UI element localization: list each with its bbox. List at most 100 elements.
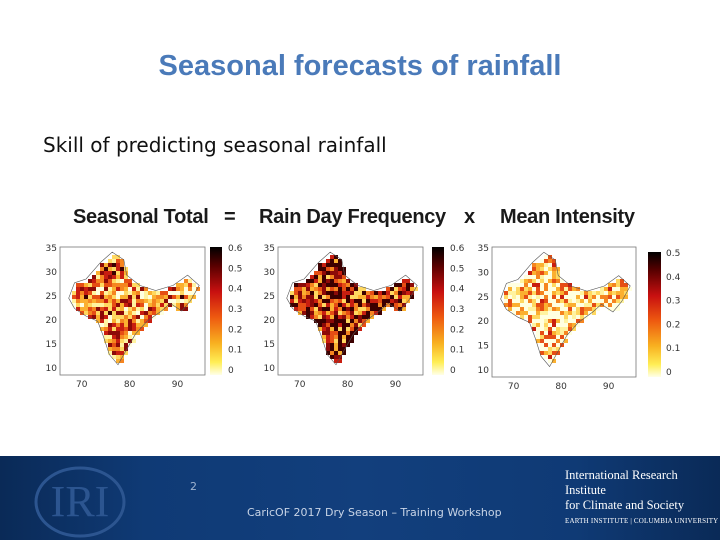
heatmap-cell [512, 291, 516, 295]
heatmap-cell [338, 307, 342, 311]
heatmap-cell [148, 303, 152, 307]
heatmap-cell [116, 311, 120, 315]
heatmap-cell [128, 331, 132, 335]
heatmap-cell [354, 303, 358, 307]
heatmap-cell [560, 307, 564, 311]
heatmap-cell [156, 311, 160, 315]
heatmap-cell [326, 291, 330, 295]
heatmap-cell [112, 327, 116, 331]
colorbar [210, 247, 222, 375]
heatmap-cell [338, 335, 342, 339]
heatmap-cell [108, 291, 112, 295]
heatmap-cell [132, 307, 136, 311]
heatmap-cell [548, 259, 552, 263]
heatmap-cell [524, 299, 528, 303]
heatmap-cell [402, 303, 406, 307]
heatmap-cell [334, 359, 338, 363]
heatmap-cell [616, 299, 620, 303]
heatmap-cell [92, 315, 96, 319]
heatmap-cell [330, 319, 334, 323]
heatmap-cell [536, 279, 540, 283]
heatmap-cell [342, 275, 346, 279]
heatmap-cell [540, 283, 544, 287]
heatmap-cell [148, 307, 152, 311]
heatmap-cell [326, 319, 330, 323]
heatmap-cell [536, 339, 540, 343]
heatmap-cell [540, 271, 544, 275]
heatmap-cell [560, 311, 564, 315]
heatmap-cell [322, 327, 326, 331]
heatmap-cell [536, 287, 540, 291]
heatmap-cell [390, 299, 394, 303]
heatmap-cell [624, 283, 628, 287]
heatmap-cell [326, 275, 330, 279]
heatmap-cell [96, 295, 100, 299]
heatmap-cell [624, 295, 628, 299]
heatmap-cell [410, 295, 414, 299]
heatmap-cell [326, 331, 330, 335]
heatmap-cell [572, 295, 576, 299]
heatmap-cell [334, 255, 338, 259]
heatmap-cell [564, 299, 568, 303]
heatmap-cell [100, 263, 104, 267]
heatmap-cell [330, 259, 334, 263]
heatmap-cell [540, 339, 544, 343]
heatmap-cell [334, 291, 338, 295]
heatmap-cell [370, 303, 374, 307]
heatmap-cell [96, 315, 100, 319]
heatmap-cell [532, 283, 536, 287]
heatmap-cell [108, 271, 112, 275]
heatmap-cell [318, 267, 322, 271]
heatmap-cell [318, 319, 322, 323]
heatmap-cell [608, 283, 612, 287]
heatmap-cell [290, 299, 294, 303]
heatmap-cell [330, 355, 334, 359]
heatmap-cell [128, 311, 132, 315]
heatmap-cell [362, 323, 366, 327]
heatmap-cell [136, 315, 140, 319]
heatmap-cell [330, 279, 334, 283]
heatmap-cell [100, 311, 104, 315]
heatmap-cell [612, 295, 616, 299]
heatmap-cell [366, 291, 370, 295]
heatmap-cell [112, 339, 116, 343]
heatmap-cell [540, 259, 544, 263]
heatmap-cell [116, 343, 120, 347]
heatmap-cell [540, 287, 544, 291]
heatmap-cell [188, 295, 192, 299]
heatmap-cell [188, 283, 192, 287]
colorbar-tick-label: 0 [666, 368, 672, 378]
heatmap-cell [544, 271, 548, 275]
heatmap-cell [588, 291, 592, 295]
heatmap-cell [544, 315, 548, 319]
heatmap-cell [322, 291, 326, 295]
heatmap-cell [192, 283, 196, 287]
heatmap-cell [112, 279, 116, 283]
heatmap-cell [600, 303, 604, 307]
heatmap-cell [548, 275, 552, 279]
heatmap-cell [124, 331, 128, 335]
heatmap-cell [298, 311, 302, 315]
heatmap-cell [152, 299, 156, 303]
heatmap-cell [330, 323, 334, 327]
heatmap-cell [330, 351, 334, 355]
heatmap-cell [616, 291, 620, 295]
heatmap-cell [394, 287, 398, 291]
heatmap-cell [172, 299, 176, 303]
heatmap-cell [100, 291, 104, 295]
heatmap-cell [84, 307, 88, 311]
heatmap-cell [378, 307, 382, 311]
heatmap-cell [326, 307, 330, 311]
heatmap-cell [326, 351, 330, 355]
heatmap-cell [156, 299, 160, 303]
heatmap-cell [536, 319, 540, 323]
heatmap-cell [512, 287, 516, 291]
heatmap-cell [552, 339, 556, 343]
heatmap-cell [176, 299, 180, 303]
heatmap-cell [580, 295, 584, 299]
heatmap-cell [164, 299, 168, 303]
heatmap-cell [540, 275, 544, 279]
heatmap-cell [120, 347, 124, 351]
heatmap-cell [568, 295, 572, 299]
heatmap-cell [552, 327, 556, 331]
